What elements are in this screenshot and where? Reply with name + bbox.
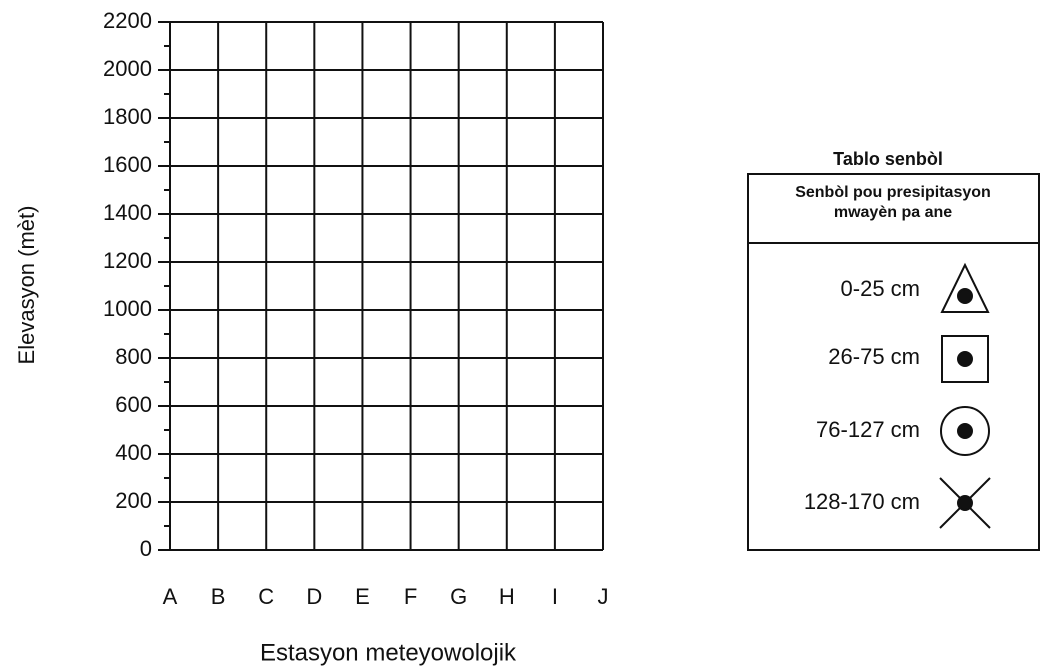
- x-tick-label: H: [499, 584, 515, 609]
- legend-box: [747, 173, 1040, 551]
- triangle-symbol: [940, 262, 990, 313]
- x-tick-label: C: [258, 584, 274, 609]
- legend-row-label: 76-127 cm: [816, 417, 920, 442]
- legend-row-label: 128-170 cm: [804, 489, 920, 514]
- legend-symbols: [939, 262, 991, 529]
- dot: [957, 423, 973, 439]
- x-tick-label: G: [450, 584, 467, 609]
- y-tick-label: 1600: [103, 152, 152, 177]
- x-tick-label: A: [163, 584, 178, 609]
- y-tick-label: 0: [140, 536, 152, 561]
- y-tick-label: 400: [115, 440, 152, 465]
- y-tick-label: 2000: [103, 56, 152, 81]
- x-tick-label: I: [552, 584, 558, 609]
- x-tick-label: E: [355, 584, 370, 609]
- y-tick-label: 600: [115, 392, 152, 417]
- square-symbol: [941, 335, 989, 383]
- y-tick-label: 800: [115, 344, 152, 369]
- x-axis-label: Estasyon meteyowolojik: [260, 639, 517, 666]
- y-tick-label: 1000: [103, 296, 152, 321]
- y-tick-label: 1800: [103, 104, 152, 129]
- x-tick-label: F: [404, 584, 417, 609]
- legend-row-label: 0-25 cm: [841, 276, 920, 301]
- dot: [957, 351, 973, 367]
- x-tick-label: D: [306, 584, 322, 609]
- y-axis-label: Elevasyon (mèt): [14, 206, 39, 365]
- y-tick-label: 2200: [103, 8, 152, 33]
- x-tick-label: J: [598, 584, 609, 609]
- y-tick-label: 1400: [103, 200, 152, 225]
- legend-row-label: 26-75 cm: [828, 344, 920, 369]
- x-tick-label: B: [211, 584, 226, 609]
- dot: [957, 288, 973, 304]
- legend-title: Tablo senbòl: [833, 149, 943, 169]
- circle-symbol: [940, 406, 990, 456]
- legend-header: mwayèn pa ane: [834, 204, 952, 221]
- y-tick-label: 200: [115, 488, 152, 513]
- legend-header: Senbòl pou presipitasyon: [795, 184, 991, 201]
- y-tick-label: 1200: [103, 248, 152, 273]
- dot: [957, 495, 973, 511]
